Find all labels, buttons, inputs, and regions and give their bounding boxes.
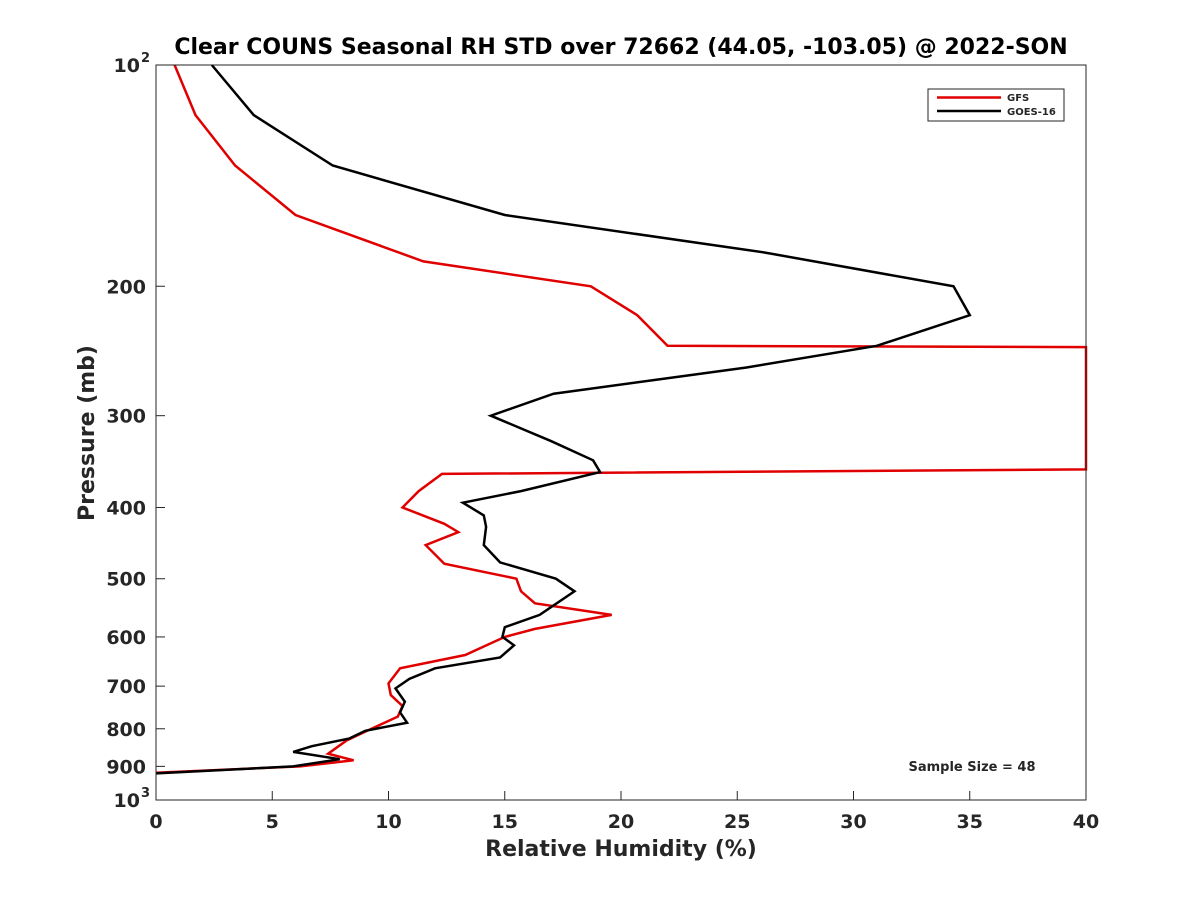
y-tick-label: 400 bbox=[106, 498, 146, 520]
legend-label-goes16: GOES-16 bbox=[1007, 107, 1056, 118]
sample-size-annotation: Sample Size = 48 bbox=[908, 760, 1035, 775]
x-tick-label: 35 bbox=[957, 811, 983, 833]
y-tick-label: 200 bbox=[106, 276, 146, 298]
y-tick-exponent: 2 bbox=[141, 51, 150, 66]
y-tick-label: 900 bbox=[106, 756, 146, 778]
x-tick-label: 30 bbox=[840, 811, 866, 833]
y-tick-label: 600 bbox=[106, 627, 146, 649]
x-tick-label: 10 bbox=[375, 811, 401, 833]
x-tick-label: 40 bbox=[1073, 811, 1099, 833]
x-tick-label: 0 bbox=[149, 811, 162, 833]
x-axis-label: Relative Humidity (%) bbox=[485, 837, 757, 862]
y-tick-label: 10 bbox=[114, 55, 140, 77]
x-axis: 0 5 10 15 20 25 30 35 40 bbox=[149, 791, 1099, 833]
y-axis-label: Pressure (mb) bbox=[75, 345, 100, 521]
legend: GFS GOES-16 bbox=[927, 88, 1065, 122]
legend-label-gfs: GFS bbox=[1007, 93, 1029, 104]
x-tick-label: 5 bbox=[266, 811, 279, 833]
y-tick-label: 10 bbox=[114, 790, 140, 812]
chart-title: Clear COUNS Seasonal RH STD over 72662 (… bbox=[174, 35, 1067, 60]
x-tick-label: 15 bbox=[492, 811, 518, 833]
series-line-gfs bbox=[155, 64, 1088, 774]
y-tick-label: 300 bbox=[106, 406, 146, 428]
y-tick-label: 700 bbox=[106, 676, 146, 698]
y-tick-label: 800 bbox=[106, 719, 146, 741]
series-line-goes16 bbox=[155, 64, 972, 775]
y-tick-label: 500 bbox=[106, 569, 146, 591]
legend-box bbox=[927, 88, 1065, 122]
x-tick-label: 20 bbox=[608, 811, 634, 833]
y-tick-exponent: 3 bbox=[141, 786, 150, 801]
x-tick-label: 25 bbox=[724, 811, 750, 833]
series-layer bbox=[155, 64, 1088, 775]
